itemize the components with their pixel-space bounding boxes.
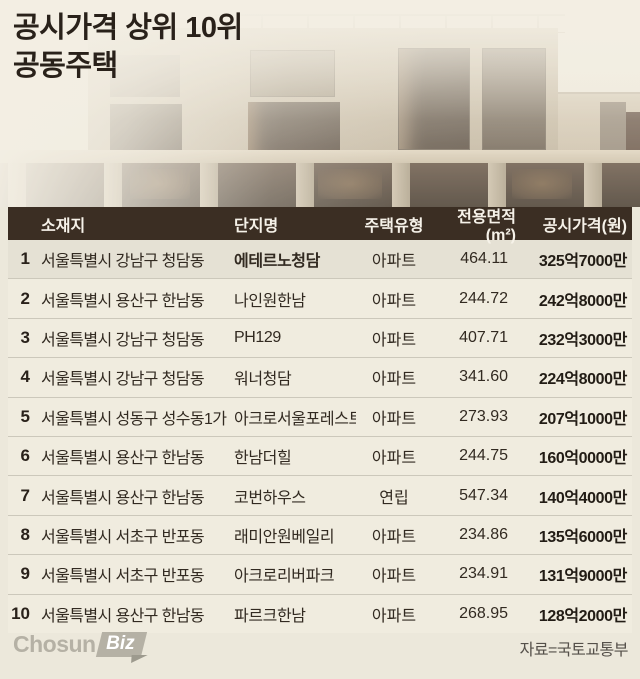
cell-complex-name: 워너청담: [234, 371, 292, 389]
cell-rank: 8: [20, 524, 30, 544]
cell-price: 160억0000만: [538, 450, 628, 468]
table-row: 4 서울특별시 강남구 청담동 워너청담 아파트 341.60 224억8000…: [8, 358, 632, 398]
cell-price: 232억3000만: [538, 331, 628, 349]
table-row: 8 서울특별시 서초구 반포동 래미안원베일리 아파트 234.86 135억6…: [8, 515, 632, 556]
cell-complex-name: 한남더힐: [234, 450, 292, 468]
cell-complex-name: 나인원한남: [234, 292, 306, 310]
cell-location: 서울특별시 용산구 한남동: [41, 450, 205, 468]
header-type: 주택유형: [364, 217, 424, 235]
cell-housing-type: 아파트: [371, 528, 417, 546]
logo-biz-text: Biz: [105, 632, 135, 654]
page-title-line2: 공동주택: [13, 49, 118, 82]
table-row: 1 서울특별시 강남구 청담동 에테르노청담 아파트 464.11 325억70…: [8, 240, 632, 280]
tint-overlay: [0, 0, 640, 207]
cell-location: 서울특별시 강남구 청담동: [41, 371, 205, 389]
table-row: 7 서울특별시 용산구 한남동 코번하우스 연립 547.34 140억4000…: [8, 476, 632, 516]
page-title-line1: 공시가격 상위 10위: [13, 12, 243, 44]
cell-complex-name: 코번하우스: [234, 489, 306, 507]
cell-area: 273.93: [459, 407, 508, 425]
cell-complex-name: 아크로리버파크: [234, 568, 335, 586]
table-row: 6 서울특별시 용산구 한남동 한남더힐 아파트 244.75 160억0000…: [8, 436, 632, 477]
cell-area: 234.91: [459, 565, 508, 583]
cell-housing-type: 연립: [379, 489, 409, 507]
cell-housing-type: 아파트: [371, 410, 417, 428]
table-row: 10 서울특별시 용산구 한남동 파르크한남 아파트 268.95 128억20…: [8, 594, 632, 633]
header-price: 공시가격(원): [542, 217, 627, 235]
header-location: 소재지: [41, 217, 86, 235]
cell-rank: 2: [20, 288, 30, 308]
haze-overlay: [0, 0, 640, 207]
table-body: 1 서울특별시 강남구 청담동 에테르노청담 아파트 464.11 325억70…: [8, 240, 632, 633]
page-title: 공시가격 상위 10위 공동주택: [13, 10, 243, 85]
table-header-row: 소재지 단지명 주택유형 전용면적(m²) 공시가격(원): [8, 207, 632, 244]
cell-area: 407.71: [459, 328, 508, 346]
cell-housing-type: 아파트: [371, 292, 417, 310]
cell-complex-name: 에테르노청담: [234, 253, 320, 271]
cell-complex-name: 래미안원베일리: [234, 528, 335, 546]
cell-location: 서울특별시 용산구 한남동: [41, 489, 205, 507]
cell-rank: 9: [20, 564, 30, 584]
cell-housing-type: 아파트: [371, 331, 417, 349]
cell-area: 234.86: [459, 525, 508, 543]
cell-price: 140억4000만: [538, 489, 628, 507]
cell-rank: 1: [20, 249, 30, 269]
cell-area: 244.75: [459, 447, 508, 465]
cell-location: 서울특별시 성동구 성수동1가: [41, 410, 227, 428]
cell-location: 서울특별시 강남구 청담동: [41, 331, 205, 349]
cell-location: 서울특별시 강남구 청담동: [41, 253, 205, 271]
cell-rank: 10: [11, 603, 30, 623]
cell-complex-name: 파르크한남: [234, 607, 306, 625]
cell-rank: 5: [20, 406, 30, 426]
cell-rank: 3: [20, 327, 30, 347]
logo-chosun-text: Chosun: [13, 630, 96, 657]
cell-housing-type: 아파트: [371, 450, 417, 468]
cell-housing-type: 아파트: [371, 371, 417, 389]
cell-location: 서울특별시 용산구 한남동: [41, 607, 205, 625]
cell-area: 268.95: [459, 604, 508, 622]
header-area: 전용면적(m²): [457, 208, 516, 244]
cell-rank: 4: [20, 367, 30, 387]
cell-housing-type: 아파트: [371, 568, 417, 586]
cell-area: 244.72: [459, 289, 508, 307]
cell-housing-type: 아파트: [371, 607, 417, 625]
cell-area: 341.60: [459, 368, 508, 386]
cell-area: 464.11: [460, 250, 508, 268]
cell-price: 135억6000만: [538, 528, 628, 546]
data-source-credit: 자료=국토교통부: [519, 642, 629, 659]
cell-location: 서울특별시 서초구 반포동: [41, 568, 205, 586]
cell-location: 서울특별시 용산구 한남동: [41, 292, 205, 310]
cell-price: 207억1000만: [538, 410, 628, 428]
cell-price: 325억7000만: [538, 253, 628, 271]
cell-location: 서울특별시 서초구 반포동: [41, 528, 205, 546]
cell-price: 242억8000만: [538, 292, 628, 310]
cell-rank: 6: [20, 446, 30, 466]
table-row: 5 서울특별시 성동구 성수동1가 아크로서울포레스트 아파트 273.93 2…: [8, 397, 632, 437]
cell-complex-name: PH129: [234, 328, 281, 346]
cell-area: 547.34: [459, 486, 508, 504]
chosunbiz-logo: Chosun Biz: [13, 630, 147, 658]
table-row: 9 서울특별시 서초구 반포동 아크로리버파크 아파트 234.91 131억9…: [8, 555, 632, 595]
logo-biz-flag: Biz: [95, 631, 147, 657]
cell-rank: 7: [20, 485, 30, 505]
cell-price: 128억2000만: [538, 607, 628, 625]
cell-price: 224억8000만: [538, 371, 628, 389]
table-row: 2 서울특별시 용산구 한남동 나인원한남 아파트 244.72 242억800…: [8, 279, 632, 319]
building-illustration: [0, 0, 640, 207]
header-complex: 단지명: [234, 217, 279, 235]
cell-complex-name: 아크로서울포레스트: [234, 410, 356, 428]
cell-price: 131억9000만: [538, 568, 628, 586]
ranking-table: 소재지 단지명 주택유형 전용면적(m²) 공시가격(원) 1 서울특별시 강남…: [8, 207, 632, 633]
table-row: 3 서울특별시 강남구 청담동 PH129 아파트 407.71 232억300…: [8, 318, 632, 359]
cell-housing-type: 아파트: [371, 253, 417, 271]
